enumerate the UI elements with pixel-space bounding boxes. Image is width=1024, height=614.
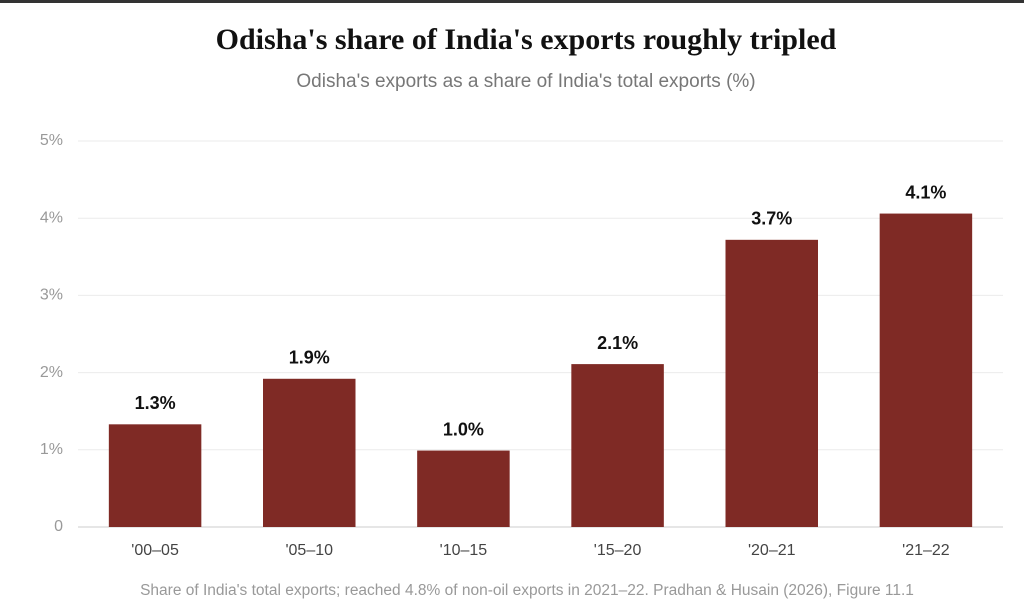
chart-title: Odisha's share of India's exports roughl… (216, 23, 837, 56)
bar (108, 424, 202, 527)
x-tick-label: '10–15 (440, 542, 488, 559)
value-label: 1.9% (289, 348, 330, 368)
y-tick-label: 4% (40, 209, 63, 226)
value-label: 1.3% (135, 393, 176, 413)
y-tick-label: 0 (54, 518, 63, 535)
value-label: 2.1% (597, 333, 638, 353)
y-tick-label: 1% (40, 441, 63, 458)
value-label: 4.1% (905, 182, 946, 202)
y-tick-label: 5% (40, 132, 63, 149)
x-tick-label: '21–22 (902, 542, 950, 559)
bar (571, 364, 664, 527)
x-tick-label: '15–20 (594, 542, 642, 559)
bar (417, 450, 510, 527)
y-tick-label: 2% (40, 364, 63, 381)
value-label: 1.0% (443, 419, 484, 439)
chart-subtitle: Odisha's exports as a share of India's t… (296, 71, 755, 92)
x-tick-label: '20–21 (748, 542, 796, 559)
x-tick-label: '05–10 (285, 542, 333, 559)
bar (263, 378, 356, 527)
top-border (0, 0, 1024, 3)
y-tick-label: 3% (40, 287, 63, 304)
bar (725, 239, 818, 528)
bar (879, 213, 973, 527)
x-tick-label: '00–05 (131, 542, 179, 559)
footnote: Share of India's total exports; reached … (140, 582, 914, 599)
value-label: 3.7% (751, 209, 792, 229)
